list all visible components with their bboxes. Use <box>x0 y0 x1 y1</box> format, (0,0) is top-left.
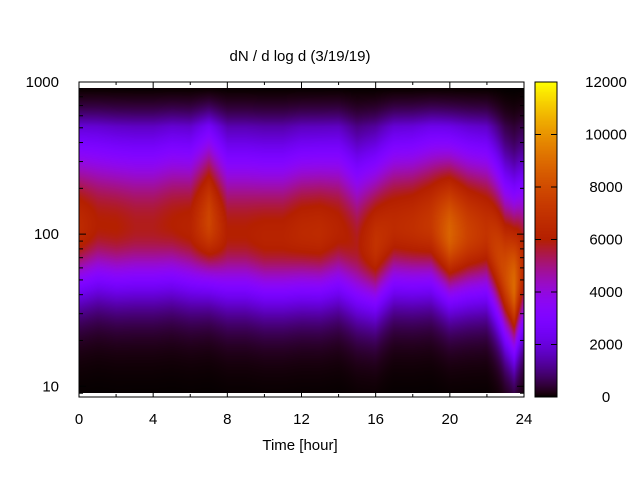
x-axis-label: Time [hour] <box>262 437 337 454</box>
x-tick-label: 0 <box>75 411 83 428</box>
colorbar-tick-label: 12000 <box>585 74 627 91</box>
x-tick-label: 12 <box>293 411 310 428</box>
y-axis: 10 100 1000 <box>26 74 524 395</box>
colorbar: 0 2000 4000 6000 8000 10000 12000 <box>534 74 627 406</box>
x-tick-label: 20 <box>441 411 458 428</box>
x-tick-label: 16 <box>367 411 384 428</box>
x-tick-label: 8 <box>223 411 231 428</box>
y-tick-label: 10 <box>42 378 59 395</box>
y-tick-label: 1000 <box>26 74 59 91</box>
colorbar-axis: 0 2000 4000 6000 8000 10000 12000 <box>535 74 627 406</box>
x-tick-label: 4 <box>149 411 157 428</box>
colorbar-tick-label: 10000 <box>585 127 627 144</box>
colorbar-tick-label: 0 <box>602 389 610 406</box>
x-tick-label: 24 <box>516 411 533 428</box>
x-axis: 0 4 8 12 16 20 24 <box>75 82 533 428</box>
colorbar-tick-label: 2000 <box>589 337 622 354</box>
chart-title: dN / d log d (3/19/19) <box>230 48 371 65</box>
heatmap-plot-area <box>78 81 525 398</box>
y-tick-label: 100 <box>34 226 59 243</box>
colorbar-tick-label: 8000 <box>589 179 622 196</box>
colorbar-tick-label: 4000 <box>589 284 622 301</box>
colorbar-tick-label: 6000 <box>589 232 622 249</box>
